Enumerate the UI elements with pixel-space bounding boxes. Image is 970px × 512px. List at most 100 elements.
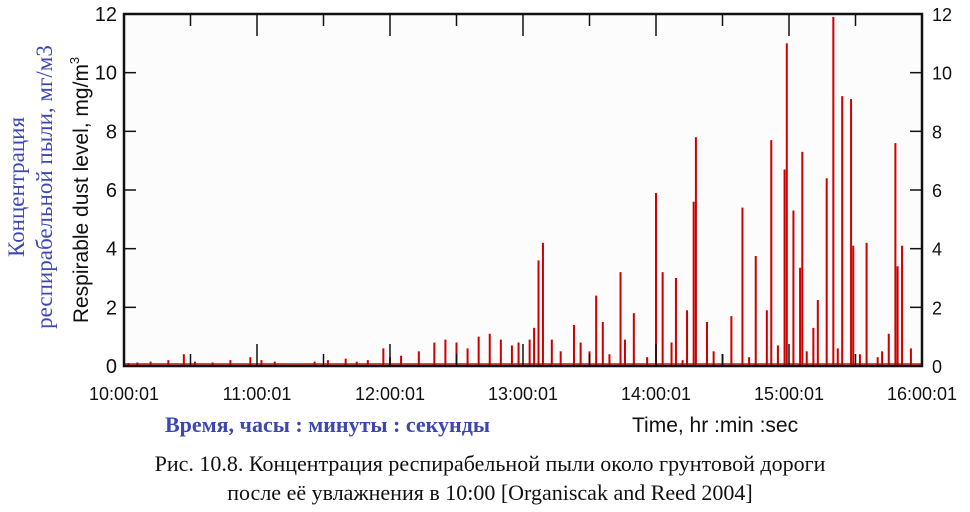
- data-spike-31: [541, 242, 544, 366]
- data-spike-38: [595, 295, 598, 366]
- x-tick-label: 10:00:01: [89, 384, 159, 404]
- data-spike-83: [896, 266, 899, 366]
- data-spike-16: [382, 348, 385, 366]
- data-spike-36: [579, 342, 582, 366]
- data-spike-76: [852, 245, 855, 366]
- y-tick-label-right: 6: [932, 181, 942, 201]
- data-spike-19: [417, 351, 420, 366]
- data-spike-41: [619, 272, 622, 366]
- data-spike-50: [686, 310, 689, 366]
- data-spike-40: [608, 354, 611, 366]
- data-spike-72: [832, 16, 835, 367]
- y-tick-label-right: 0: [932, 357, 942, 377]
- x-axis-label-ru: Время, часы : минуты : секунды: [165, 412, 490, 437]
- y-axis-label-ru-line1: Концентрация: [4, 117, 29, 257]
- data-spike-74: [841, 96, 844, 366]
- y-axis-label: Respirable dust level, mg/m3: [67, 57, 93, 323]
- data-spike-62: [776, 345, 779, 366]
- y-tick-label-right: 4: [932, 240, 942, 260]
- data-spike-51: [692, 201, 695, 366]
- data-spike-64: [785, 43, 788, 366]
- data-spike-39: [601, 322, 604, 366]
- y-tick-label-left: 6: [106, 180, 117, 202]
- y-axis-label-ru-line2: респирабельной пыли, мг/м3: [32, 45, 57, 329]
- data-spike-45: [655, 192, 657, 366]
- data-spike-82: [894, 143, 897, 366]
- tick-labels: 0 0 2 2 4 4 6 6 8 8 10 10 12 12 10:00:01 11:00:01 12:00:…: [89, 4, 957, 404]
- x-tick-label: 15:00:01: [754, 384, 824, 404]
- data-spike-79: [876, 357, 879, 366]
- data-spike-25: [488, 333, 491, 366]
- data-spike-33: [550, 339, 553, 366]
- x-tick-label: 14:00:01: [621, 384, 691, 404]
- data-spike-24: [477, 336, 480, 366]
- data-spike-46: [661, 272, 664, 366]
- data-spike-54: [712, 351, 715, 366]
- data-spike-35: [572, 324, 575, 366]
- data-spike-34: [559, 351, 562, 366]
- data-spike-53: [705, 322, 708, 366]
- data-spike-47: [670, 342, 673, 366]
- y-tick-label-left: 2: [106, 297, 117, 319]
- data-spike-70: [816, 300, 819, 366]
- y-tick-label-left: 10: [95, 63, 117, 85]
- data-spike-30: [533, 327, 536, 366]
- data-spike-81: [887, 333, 890, 366]
- caption-line-1: Рис. 10.8. Концентрация респирабельной п…: [155, 451, 826, 476]
- data-spike-8: [249, 357, 252, 366]
- data-spike-23: [466, 348, 469, 366]
- data-spike-75: [850, 99, 853, 367]
- x-tick-label: 12:00:01: [355, 384, 425, 404]
- data-spike-27: [510, 345, 513, 366]
- data-spike-26: [499, 339, 502, 366]
- data-spike-58: [748, 357, 751, 366]
- data-spike-21: [444, 339, 447, 366]
- y-tick-label-left: 0: [106, 356, 117, 378]
- x-tick-label: 16:00:01: [887, 384, 957, 404]
- data-spike-78: [865, 242, 868, 366]
- data-spike-57: [741, 207, 744, 366]
- data-spike-20: [433, 342, 436, 366]
- y-tick-label-left: 12: [95, 4, 117, 26]
- data-spike-63: [783, 169, 786, 366]
- data-spike-71: [825, 178, 828, 366]
- data-spike-67: [801, 151, 804, 366]
- data-spike-4: [182, 354, 185, 366]
- y-tick-label-right: 12: [932, 5, 952, 25]
- data-spike-42: [623, 339, 626, 366]
- data-spike-77: [858, 354, 861, 366]
- plot-area: [124, 14, 922, 366]
- axis-ticks: [123, 13, 923, 367]
- data-spike-13: [344, 358, 347, 366]
- data-spike-48: [674, 278, 677, 366]
- x-tick-label: 11:00:01: [223, 384, 292, 404]
- y-tick-label-left: 8: [106, 121, 117, 143]
- data-spike-28: [517, 342, 520, 366]
- y-tick-label-left: 4: [106, 239, 117, 261]
- data-spike-56: [730, 316, 733, 366]
- data-spike-32: [537, 260, 540, 366]
- data-spike-52: [694, 137, 697, 366]
- data-spike-18: [400, 355, 403, 366]
- y-tick-label-right: 8: [932, 122, 942, 142]
- data-spike-29: [528, 339, 531, 366]
- data-spike-61: [770, 140, 773, 366]
- y-tick-label-right: 10: [932, 64, 952, 84]
- data-spike-80: [881, 351, 884, 366]
- data-spike-84: [901, 245, 904, 366]
- x-axis-label: Time, hr :min :sec: [632, 414, 798, 437]
- data-spike-69: [812, 327, 815, 366]
- data-spike-60: [765, 310, 768, 366]
- data-spike-59: [754, 256, 757, 366]
- data-spike-73: [836, 348, 839, 366]
- data-spike-65: [792, 210, 795, 366]
- data-spike-85: [909, 348, 912, 366]
- caption-line-2: после её увлажнения в 10:00 [Organiscak …: [227, 480, 753, 505]
- data-spike-44: [646, 357, 649, 366]
- data-spike-43: [632, 313, 635, 366]
- y-tick-label-right: 2: [932, 298, 942, 318]
- data-spike-66: [799, 267, 802, 366]
- x-tick-label: 13:00:01: [488, 384, 558, 404]
